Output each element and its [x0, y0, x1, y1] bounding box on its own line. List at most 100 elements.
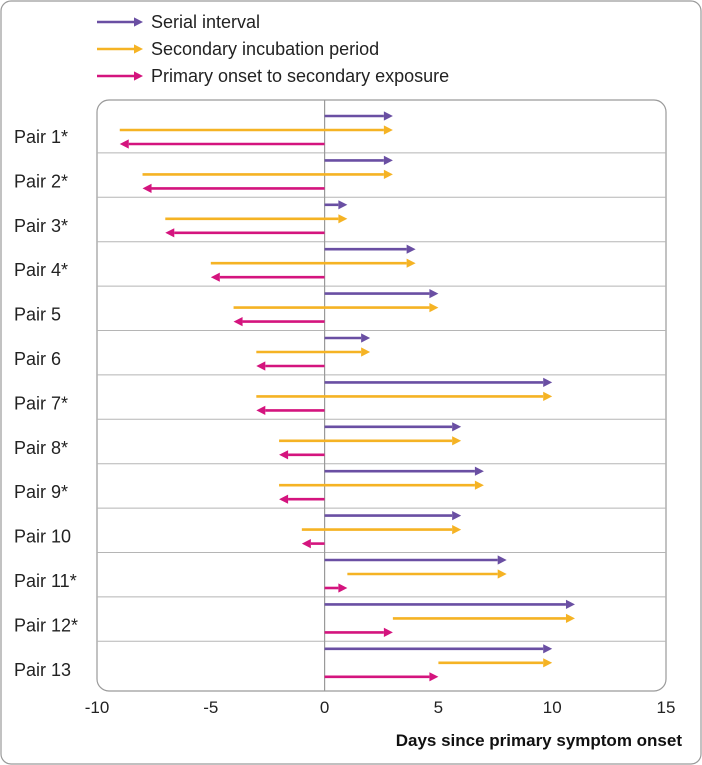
- pair-4-incubation-arrow-head: [406, 258, 416, 268]
- pair-1-exposure-arrow: [119, 139, 325, 149]
- pair-13-incubation-arrow: [438, 658, 553, 668]
- pair-10-serial-arrow: [324, 511, 462, 521]
- pair-9-incubation-arrow-head: [474, 480, 484, 490]
- pair-3-exposure-arrow: [165, 228, 325, 238]
- pair-12-exposure-arrow-head: [383, 627, 393, 637]
- pair-9-incubation-arrow: [279, 480, 484, 490]
- legend-label-incubation: Secondary incubation period: [151, 39, 379, 59]
- legend-arrow-serial: [97, 17, 143, 27]
- pair-label: Pair 13: [14, 660, 71, 680]
- pair-1-serial-arrow-head: [383, 111, 393, 121]
- pair-5-exposure-arrow-head: [233, 317, 243, 327]
- pair-label: Pair 11*: [14, 571, 77, 591]
- pair-7-incubation-arrow: [256, 391, 553, 401]
- pair-12-serial-arrow-head: [565, 599, 575, 609]
- pair-3-serial-arrow: [324, 200, 348, 210]
- pair-8-incubation-arrow: [279, 436, 462, 446]
- pair-13-exposure-arrow: [324, 672, 439, 682]
- x-axis-ticks: -10 -5 0 5 10 15: [85, 698, 676, 717]
- pair-label: Pair 5: [14, 305, 61, 325]
- pair-4-incubation-arrow: [210, 258, 416, 268]
- pair-10-exposure-arrow: [301, 539, 325, 549]
- legend-label-exposure: Primary onset to secondary exposure: [151, 66, 449, 86]
- legend-arrow-exposure-head: [134, 71, 143, 81]
- pair-7-exposure-arrow: [256, 405, 325, 415]
- pair-label: Pair 2*: [14, 171, 68, 191]
- pair-13-serial-arrow: [324, 644, 553, 654]
- pair-12-exposure-arrow: [324, 627, 393, 637]
- x-tick-label: 5: [434, 698, 443, 717]
- row-gridlines: [97, 152, 666, 642]
- x-tick-label: -10: [85, 698, 110, 717]
- pair-2-serial-arrow: [324, 155, 393, 165]
- pair-label: Pair 7*: [14, 393, 68, 413]
- pair-8-serial-arrow: [324, 422, 462, 432]
- pair-1-serial-arrow: [324, 111, 393, 121]
- pair-4-serial-arrow: [324, 244, 416, 254]
- legend-label-serial: Serial interval: [151, 12, 260, 32]
- pair-labels: Pair 1* Pair 2* Pair 3* Pair 4* Pair 5 Pair 6…: [14, 127, 78, 680]
- pair-label: Pair 9*: [14, 482, 68, 502]
- pair-10-exposure-arrow-head: [301, 539, 311, 549]
- pair-12-incubation-arrow: [392, 613, 575, 623]
- pair-12-incubation-arrow-head: [565, 613, 575, 623]
- legend-arrow-serial-head: [134, 17, 143, 27]
- pair-10-serial-arrow-head: [452, 511, 462, 521]
- arrows: [119, 111, 575, 682]
- pair-6-incubation-arrow-head: [361, 347, 371, 357]
- legend-arrow-incubation: [97, 44, 143, 54]
- pair-9-serial-arrow: [324, 466, 484, 476]
- pair-6-serial-arrow-head: [361, 333, 371, 343]
- pair-11-exposure-arrow: [324, 583, 348, 593]
- pair-label: Pair 1*: [14, 127, 68, 147]
- x-tick-label: 15: [657, 698, 676, 717]
- pair-label: Pair 10: [14, 527, 71, 547]
- pair-2-exposure-arrow-head: [142, 183, 152, 193]
- pair-4-exposure-arrow-head: [210, 272, 220, 282]
- pair-13-exposure-arrow-head: [429, 672, 439, 682]
- pair-3-serial-arrow-head: [338, 200, 348, 210]
- pair-label: Pair 6: [14, 349, 61, 369]
- pair-2-incubation-arrow: [142, 169, 393, 179]
- pair-5-exposure-arrow: [233, 317, 325, 327]
- legend-arrow-exposure: [97, 71, 143, 81]
- pair-6-serial-arrow: [324, 333, 371, 343]
- pair-7-serial-arrow-head: [543, 377, 553, 387]
- pair-label: Pair 3*: [14, 216, 68, 236]
- pair-1-exposure-arrow-head: [119, 139, 129, 149]
- pair-7-exposure-arrow-head: [256, 405, 266, 415]
- pair-1-incubation-arrow: [119, 125, 393, 135]
- pair-6-incubation-arrow: [256, 347, 371, 357]
- x-axis-title: Days since primary symptom onset: [396, 731, 683, 750]
- pair-11-serial-arrow-head: [497, 555, 507, 565]
- pair-10-incubation-arrow: [301, 525, 462, 535]
- pair-4-serial-arrow-head: [406, 244, 416, 254]
- pair-13-incubation-arrow-head: [543, 658, 553, 668]
- pair-7-serial-arrow: [324, 377, 553, 387]
- pair-5-serial-arrow-head: [429, 289, 439, 299]
- legend-arrow-incubation-head: [134, 44, 143, 54]
- pair-2-exposure-arrow: [142, 183, 325, 193]
- pair-4-exposure-arrow: [210, 272, 325, 282]
- x-tick-label: -5: [203, 698, 218, 717]
- pair-8-exposure-arrow: [279, 450, 325, 460]
- pair-6-exposure-arrow-head: [256, 361, 266, 371]
- pair-7-incubation-arrow-head: [543, 391, 553, 401]
- pair-label: Pair 12*: [14, 615, 78, 635]
- pair-9-serial-arrow-head: [474, 466, 484, 476]
- legend: Serial interval Secondary incubation peri…: [97, 12, 449, 86]
- pair-8-serial-arrow-head: [452, 422, 462, 432]
- pair-5-incubation-arrow: [233, 303, 439, 313]
- pair-2-incubation-arrow-head: [383, 169, 393, 179]
- pair-11-exposure-arrow-head: [338, 583, 348, 593]
- pair-5-serial-arrow: [324, 289, 439, 299]
- x-tick-label: 0: [320, 698, 329, 717]
- pair-5-incubation-arrow-head: [429, 303, 439, 313]
- pair-11-incubation-arrow-head: [497, 569, 507, 579]
- pair-2-serial-arrow-head: [383, 155, 393, 165]
- pair-3-incubation-arrow: [165, 214, 348, 224]
- pair-label: Pair 4*: [14, 260, 68, 280]
- pair-label: Pair 8*: [14, 438, 68, 458]
- pair-11-incubation-arrow: [347, 569, 507, 579]
